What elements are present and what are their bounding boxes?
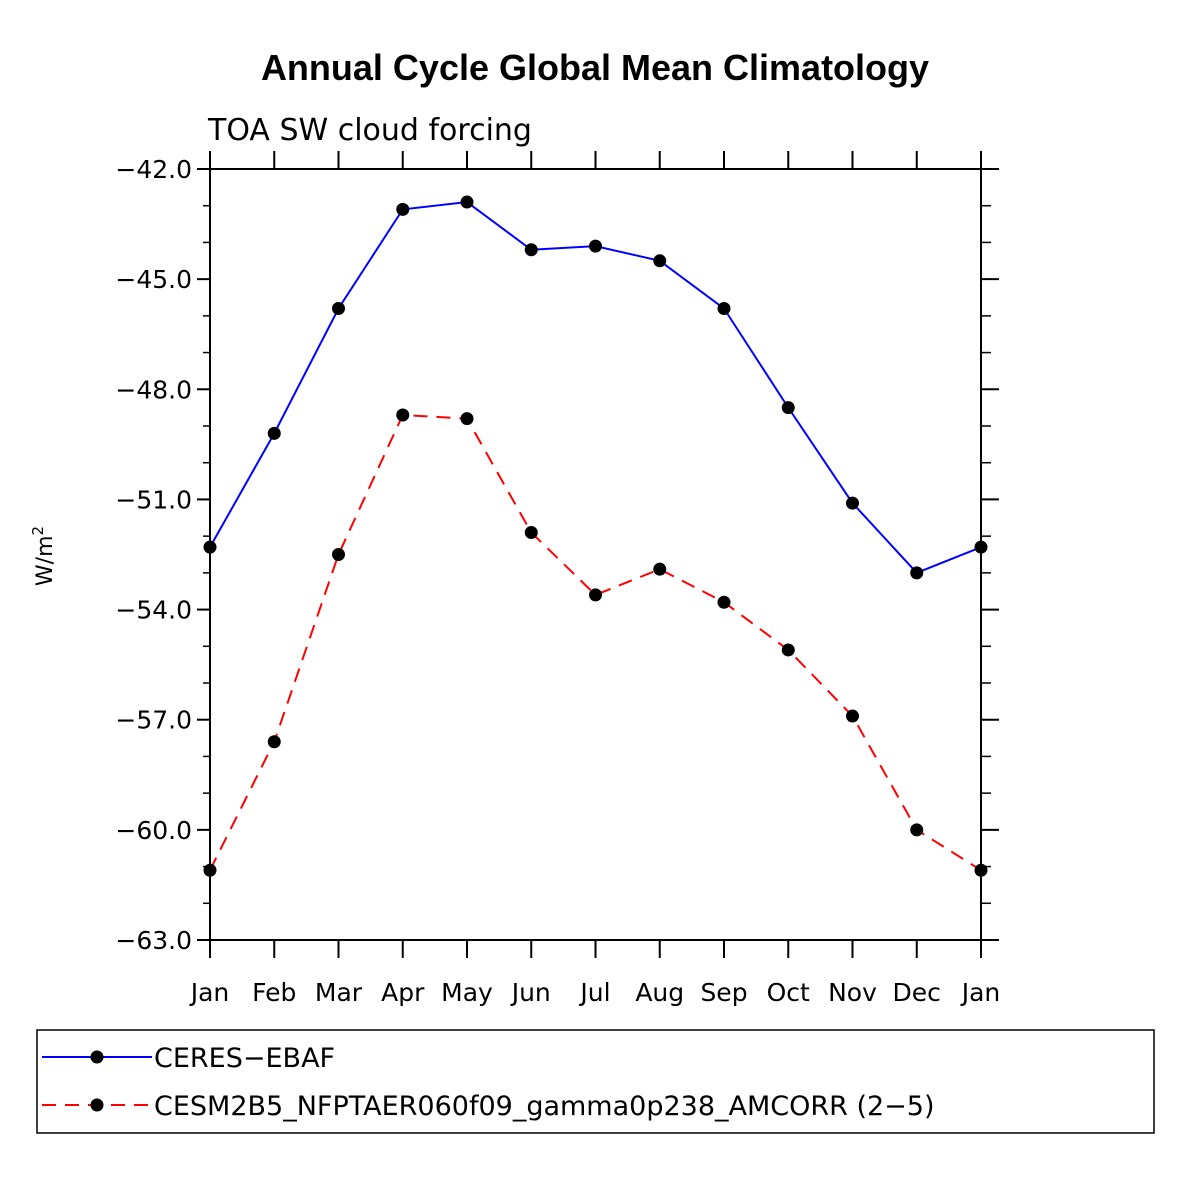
series-line xyxy=(209,201,982,575)
y-tick-label: −42.0 xyxy=(115,155,192,184)
data-point xyxy=(717,595,731,609)
x-tick-label: Jul xyxy=(578,978,610,1007)
series-line xyxy=(209,413,982,872)
data-point xyxy=(910,823,924,837)
legend-marker xyxy=(90,1098,104,1112)
x-tick-label: Jan xyxy=(960,978,1001,1007)
axes-layer: −42.0 −45.0 −48.0 −51.0 −54.0 −57.0 −60.0 −63.0… xyxy=(115,151,1000,1007)
y-tick-label: −57.0 xyxy=(115,706,192,735)
x-tick-label: Dec xyxy=(893,978,941,1007)
legend-items: CERES−EBAF CESM2B5_NFPTAER060f09_gamma0p2… xyxy=(42,1043,935,1122)
data-point xyxy=(396,408,410,422)
y-tick-label: −48.0 xyxy=(115,375,192,404)
x-tick-label: Aug xyxy=(635,978,684,1007)
legend-label: CESM2B5_NFPTAER060f09_gamma0p238_AMCORR … xyxy=(154,1091,935,1122)
y-axis-label-superscript: 2 xyxy=(29,526,47,536)
y-tick-label: −45.0 xyxy=(115,265,192,294)
series-layer xyxy=(203,195,988,877)
data-point xyxy=(589,588,602,602)
chart-subtitle: TOA SW cloud forcing xyxy=(207,113,532,148)
data-point xyxy=(332,302,345,316)
series-1 xyxy=(203,195,988,580)
data-point xyxy=(267,735,281,749)
legend: CERES−EBAF CESM2B5_NFPTAER060f09_gamma0p2… xyxy=(36,1029,1155,1134)
x-tick-label: Oct xyxy=(767,978,810,1007)
legend-label: CERES−EBAF xyxy=(154,1043,335,1074)
data-point xyxy=(396,202,410,216)
chart-title: Annual Cycle Global Mean Climatology xyxy=(261,47,929,88)
data-point xyxy=(524,243,538,257)
data-point xyxy=(653,562,667,576)
data-point xyxy=(846,709,859,723)
y-tick-label: −60.0 xyxy=(115,816,192,845)
x-tick-label: Sep xyxy=(700,978,747,1007)
data-point xyxy=(781,401,795,415)
data-point xyxy=(524,525,538,539)
x-tick-label: Nov xyxy=(828,978,877,1007)
svg-text:W/m2: W/m2 xyxy=(29,526,58,586)
plot-frame xyxy=(209,168,982,941)
x-tick-label: Apr xyxy=(381,978,425,1007)
data-point xyxy=(717,302,731,316)
x-tick-label: Feb xyxy=(252,978,296,1007)
x-tick-label: May xyxy=(441,978,493,1007)
data-point xyxy=(589,239,602,253)
data-point xyxy=(910,566,924,580)
series-2 xyxy=(203,408,988,877)
legend-marker xyxy=(90,1050,104,1064)
y-axis-label-text: W/m xyxy=(33,535,58,586)
y-axis-label: W/m2 xyxy=(29,526,58,586)
y-tick-label: −54.0 xyxy=(115,596,192,625)
data-point xyxy=(332,548,345,561)
data-point xyxy=(653,254,667,268)
data-point xyxy=(846,496,859,510)
x-tick-label: Mar xyxy=(315,978,363,1007)
y-tick-label: −51.0 xyxy=(115,485,192,514)
x-tick-label: Jun xyxy=(510,978,551,1007)
x-tick-label: Jan xyxy=(189,978,230,1007)
data-point xyxy=(781,643,795,657)
legend-box xyxy=(36,1029,1155,1134)
y-tick-label: −63.0 xyxy=(115,926,192,955)
data-point xyxy=(460,412,474,426)
data-point xyxy=(267,426,281,440)
data-point xyxy=(460,195,474,209)
